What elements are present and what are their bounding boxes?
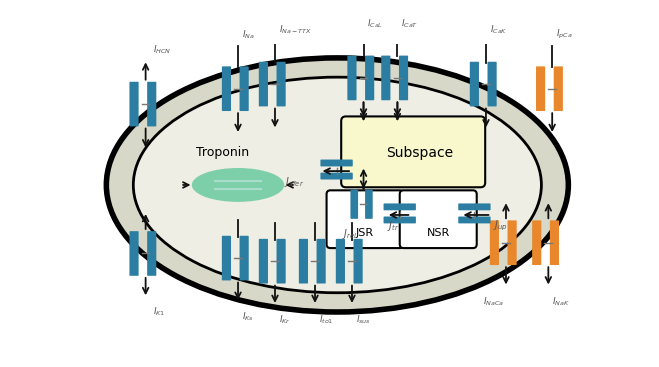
FancyBboxPatch shape bbox=[222, 236, 231, 280]
FancyBboxPatch shape bbox=[240, 236, 248, 280]
FancyBboxPatch shape bbox=[240, 66, 248, 111]
FancyBboxPatch shape bbox=[222, 66, 231, 111]
Ellipse shape bbox=[106, 58, 568, 312]
FancyBboxPatch shape bbox=[277, 62, 286, 106]
Text: $J_{xfer}$: $J_{xfer}$ bbox=[284, 175, 304, 189]
FancyBboxPatch shape bbox=[129, 82, 138, 126]
Text: $I_{Ks}$: $I_{Ks}$ bbox=[242, 310, 254, 323]
FancyBboxPatch shape bbox=[353, 239, 362, 284]
Text: $I_{Na-TTX}$: $I_{Na-TTX}$ bbox=[279, 24, 312, 36]
FancyBboxPatch shape bbox=[320, 160, 353, 166]
Text: $J_{rel}$: $J_{rel}$ bbox=[342, 227, 357, 241]
Text: $I_{to1}$: $I_{to1}$ bbox=[319, 313, 333, 326]
FancyBboxPatch shape bbox=[488, 62, 497, 106]
FancyBboxPatch shape bbox=[554, 66, 563, 111]
Ellipse shape bbox=[133, 77, 542, 293]
FancyBboxPatch shape bbox=[536, 66, 545, 111]
Ellipse shape bbox=[192, 168, 284, 202]
FancyBboxPatch shape bbox=[299, 239, 308, 284]
FancyBboxPatch shape bbox=[490, 220, 499, 265]
FancyBboxPatch shape bbox=[129, 231, 138, 276]
FancyBboxPatch shape bbox=[259, 62, 268, 106]
Text: $I_{CaK}$: $I_{CaK}$ bbox=[490, 24, 507, 36]
FancyBboxPatch shape bbox=[147, 82, 156, 126]
Text: $I_{sus}$: $I_{sus}$ bbox=[356, 313, 371, 326]
FancyBboxPatch shape bbox=[320, 172, 353, 179]
FancyBboxPatch shape bbox=[470, 62, 479, 106]
FancyBboxPatch shape bbox=[327, 190, 403, 248]
FancyBboxPatch shape bbox=[458, 217, 490, 224]
FancyBboxPatch shape bbox=[532, 220, 541, 265]
Text: Subspace: Subspace bbox=[386, 146, 453, 160]
FancyBboxPatch shape bbox=[382, 55, 390, 100]
FancyBboxPatch shape bbox=[458, 203, 490, 210]
FancyBboxPatch shape bbox=[336, 239, 345, 284]
FancyBboxPatch shape bbox=[384, 217, 416, 224]
FancyBboxPatch shape bbox=[399, 55, 408, 100]
FancyBboxPatch shape bbox=[365, 55, 374, 100]
FancyBboxPatch shape bbox=[341, 116, 485, 187]
FancyBboxPatch shape bbox=[347, 55, 357, 100]
Text: $I_{pCa}$: $I_{pCa}$ bbox=[556, 28, 573, 41]
FancyBboxPatch shape bbox=[550, 220, 559, 265]
Text: $I_{K1}$: $I_{K1}$ bbox=[154, 306, 165, 318]
Text: NSR: NSR bbox=[426, 228, 450, 238]
Text: $I_{CaL}$: $I_{CaL}$ bbox=[367, 18, 384, 30]
FancyBboxPatch shape bbox=[507, 220, 517, 265]
Text: $J_{tr}$: $J_{tr}$ bbox=[387, 219, 400, 233]
FancyBboxPatch shape bbox=[351, 190, 358, 219]
Text: $I_{HCN}$: $I_{HCN}$ bbox=[154, 44, 172, 57]
Text: JSR: JSR bbox=[356, 228, 374, 238]
FancyBboxPatch shape bbox=[400, 190, 476, 248]
FancyBboxPatch shape bbox=[316, 239, 326, 284]
Text: $I_{NaCa}$: $I_{NaCa}$ bbox=[483, 295, 504, 308]
Text: $J_{up}$: $J_{up}$ bbox=[493, 219, 507, 233]
Text: $I_{CaT}$: $I_{CaT}$ bbox=[401, 18, 418, 30]
FancyBboxPatch shape bbox=[277, 239, 286, 284]
FancyBboxPatch shape bbox=[365, 190, 373, 219]
Text: Troponin: Troponin bbox=[196, 146, 249, 159]
FancyBboxPatch shape bbox=[147, 231, 156, 276]
FancyBboxPatch shape bbox=[259, 239, 268, 284]
Text: $I_{Kr}$: $I_{Kr}$ bbox=[279, 313, 291, 326]
Text: $I_{Na}$: $I_{Na}$ bbox=[242, 29, 255, 41]
FancyBboxPatch shape bbox=[384, 203, 416, 210]
Text: $I_{NaK}$: $I_{NaK}$ bbox=[552, 295, 570, 308]
